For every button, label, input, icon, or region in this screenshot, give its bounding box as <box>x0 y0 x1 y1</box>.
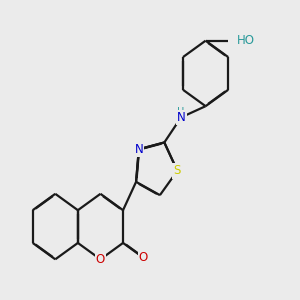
Text: S: S <box>174 164 181 177</box>
Text: O: O <box>139 251 148 264</box>
Text: HO: HO <box>237 34 255 47</box>
Text: H: H <box>177 107 185 118</box>
Text: N: N <box>177 111 185 124</box>
Text: O: O <box>96 253 105 266</box>
Text: N: N <box>134 143 143 156</box>
